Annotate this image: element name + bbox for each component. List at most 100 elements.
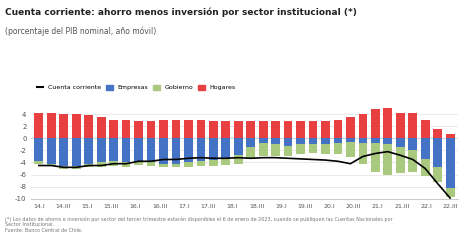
- Bar: [346, 117, 355, 138]
- Bar: [259, 143, 267, 156]
- Bar: [134, 161, 143, 165]
- Bar: [321, 122, 330, 138]
- Bar: [209, 160, 218, 166]
- Bar: [259, 122, 267, 138]
- Bar: [184, 163, 193, 167]
- Bar: [446, 138, 455, 188]
- Bar: [172, 120, 180, 138]
- Bar: [334, 143, 342, 154]
- Bar: [47, 113, 55, 138]
- Bar: [109, 161, 118, 166]
- Bar: [209, 138, 218, 160]
- Bar: [409, 113, 417, 138]
- Bar: [84, 164, 93, 167]
- Bar: [59, 165, 68, 169]
- Bar: [146, 138, 155, 163]
- Bar: [221, 138, 230, 158]
- Bar: [59, 114, 68, 138]
- Bar: [309, 144, 318, 153]
- Bar: [309, 138, 318, 144]
- Bar: [396, 138, 405, 148]
- Bar: [284, 138, 292, 146]
- Bar: [84, 115, 93, 138]
- Text: (*) Los datos de ahorro e inversión por sector del tercer trimestre estarán disp: (*) Los datos de ahorro e inversión por …: [5, 216, 392, 233]
- Bar: [172, 164, 180, 167]
- Bar: [383, 138, 392, 144]
- Bar: [197, 138, 205, 161]
- Bar: [371, 109, 380, 138]
- Bar: [246, 122, 255, 138]
- Bar: [172, 138, 180, 164]
- Bar: [72, 138, 81, 166]
- Bar: [446, 134, 455, 138]
- Text: (porcentaje del PIB nominal, año móvil): (porcentaje del PIB nominal, año móvil): [5, 27, 156, 36]
- Bar: [271, 122, 280, 138]
- Bar: [421, 120, 429, 138]
- Bar: [421, 138, 429, 159]
- Bar: [146, 163, 155, 165]
- Bar: [159, 164, 168, 167]
- Bar: [134, 138, 143, 161]
- Bar: [47, 138, 55, 164]
- Bar: [84, 138, 93, 164]
- Bar: [184, 138, 193, 163]
- Bar: [433, 129, 442, 138]
- Bar: [371, 138, 380, 143]
- Bar: [234, 122, 243, 138]
- Bar: [122, 138, 130, 162]
- Bar: [97, 117, 106, 138]
- Bar: [296, 138, 305, 144]
- Bar: [109, 138, 118, 161]
- Bar: [72, 114, 81, 138]
- Bar: [346, 138, 355, 142]
- Bar: [159, 120, 168, 138]
- Bar: [271, 144, 280, 156]
- Bar: [296, 122, 305, 138]
- Bar: [433, 138, 442, 167]
- Bar: [383, 144, 392, 174]
- Bar: [334, 120, 342, 138]
- Bar: [209, 122, 218, 138]
- Bar: [433, 167, 442, 182]
- Bar: [97, 163, 106, 167]
- Bar: [234, 155, 243, 164]
- Bar: [72, 166, 81, 169]
- Bar: [358, 143, 367, 164]
- Bar: [409, 138, 417, 150]
- Bar: [446, 188, 455, 197]
- Bar: [371, 143, 380, 172]
- Bar: [259, 138, 267, 143]
- Bar: [346, 142, 355, 157]
- Bar: [334, 138, 342, 143]
- Bar: [197, 120, 205, 138]
- Bar: [35, 113, 43, 138]
- Bar: [246, 138, 255, 148]
- Legend: Cuenta corriente, Empresas, Gobierno, Hogares: Cuenta corriente, Empresas, Gobierno, Ho…: [35, 82, 238, 93]
- Bar: [396, 113, 405, 138]
- Bar: [159, 138, 168, 164]
- Bar: [122, 120, 130, 138]
- Bar: [122, 162, 130, 167]
- Bar: [271, 138, 280, 144]
- Bar: [309, 122, 318, 138]
- Bar: [59, 138, 68, 165]
- Bar: [358, 138, 367, 143]
- Text: Cuenta corriente: ahorro menos inversión por sector institucional (*): Cuenta corriente: ahorro menos inversión…: [5, 7, 356, 17]
- Bar: [221, 122, 230, 138]
- Bar: [47, 164, 55, 166]
- Bar: [234, 138, 243, 155]
- Bar: [134, 122, 143, 138]
- Bar: [246, 148, 255, 159]
- Bar: [409, 150, 417, 172]
- Bar: [358, 114, 367, 138]
- Bar: [35, 138, 43, 161]
- Bar: [321, 138, 330, 144]
- Bar: [184, 120, 193, 138]
- Bar: [284, 146, 292, 156]
- Bar: [284, 122, 292, 138]
- Bar: [97, 138, 106, 163]
- Bar: [221, 158, 230, 165]
- Bar: [197, 161, 205, 166]
- Bar: [383, 107, 392, 138]
- Bar: [396, 148, 405, 173]
